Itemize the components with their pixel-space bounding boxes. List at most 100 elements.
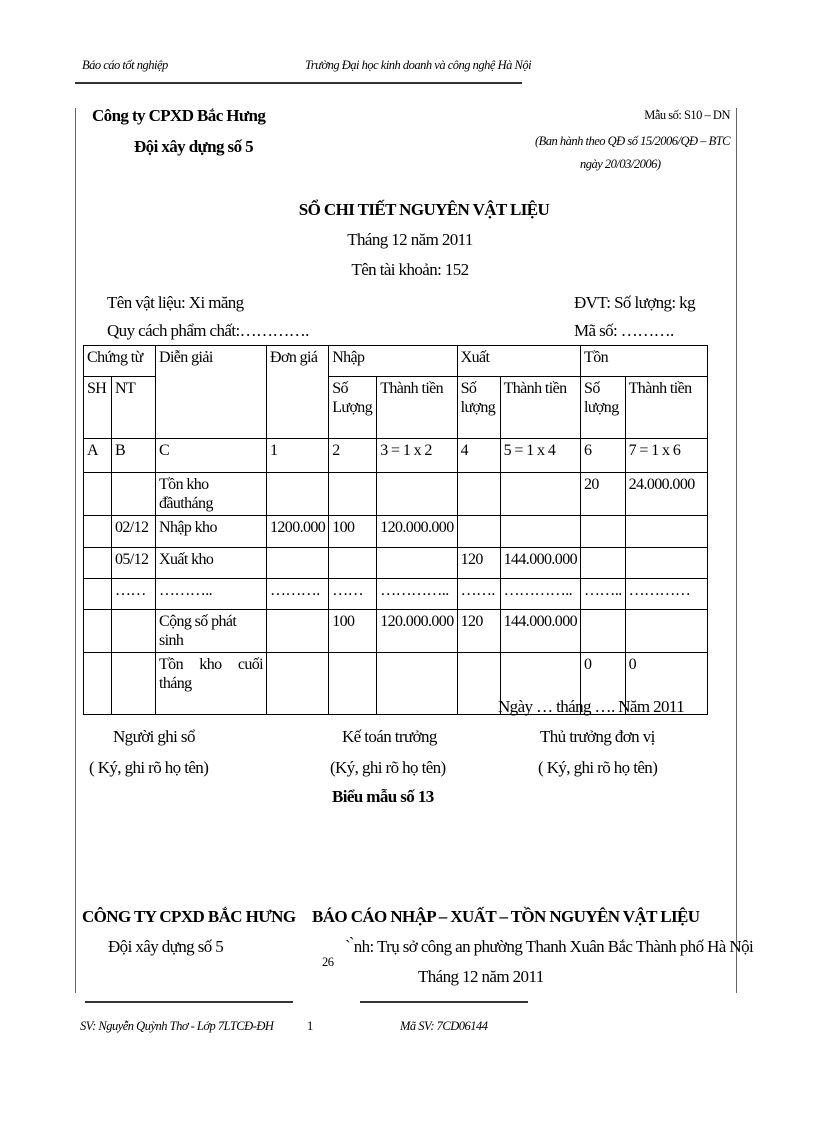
table-cell: …… — [328, 578, 378, 610]
table-cell: 3 = 1 x 2 — [376, 438, 458, 473]
header-rule — [75, 82, 522, 84]
next-title: BÁO CÁO NHẬP – XUẤT – TỒN NGUYÊN VẬT LIỆ… — [312, 907, 700, 926]
table-cell: ……….. — [155, 578, 267, 610]
table-cell: 1200.000 — [265, 515, 330, 548]
ledger-table: Chứng từ Diễn giải Đơn giá Nhập Xuất Tồn… — [83, 345, 708, 715]
doc-title: SỔ CHI TIẾT NGUYÊN VẬT LIỆU — [298, 200, 550, 219]
signer-3-note: ( Ký, ghi rõ họ tên) — [538, 758, 658, 777]
footer-rule-left — [85, 1001, 293, 1003]
table-cell — [83, 547, 112, 579]
table-cell: Xuất kho — [155, 547, 267, 579]
form-caption: Biểu mẫu số 13 — [332, 787, 434, 806]
company-name: Công ty CPXD Bắc Hưng — [92, 106, 266, 125]
doc-account: Tên tài khoản: 152 — [351, 260, 469, 279]
table-cell: ………… — [624, 578, 708, 610]
table-cell: Cộng số phát sinh — [155, 609, 267, 653]
col-nt: NT — [111, 376, 156, 439]
table-cell: 6 — [580, 438, 626, 473]
table-cell: Tồn kho cuối tháng — [155, 652, 267, 715]
table-cell: …… — [111, 578, 156, 610]
header-row-1: Chứng từ Diễn giải Đơn giá Nhập Xuất Tồn — [83, 345, 708, 439]
footer-student: SV: Nguyễn Quỳnh Thơ - Lớp 7LTCĐ-ĐH — [80, 1019, 274, 1033]
table-cell — [265, 472, 330, 516]
col-don-gia: Đơn giá — [265, 345, 330, 439]
form-date: ngày 20/03/2006) — [580, 157, 661, 171]
table-cell — [499, 515, 582, 548]
table-cell: …….. — [580, 578, 626, 610]
col-nhap-sl: Số Lượng — [328, 376, 378, 439]
table-cell: 7 = 1 x 6 — [624, 438, 708, 473]
table-cell — [499, 652, 582, 715]
table-cell: C — [155, 438, 267, 473]
table-cell: 5 = 1 x 4 — [499, 438, 582, 473]
table-cell: Tồn kho đầutháng — [155, 472, 267, 516]
table-row: Cộng số phát sinh 100 120.000.000 120 144.00… — [83, 609, 708, 653]
form-code: Mẫu số: S10 – DN — [644, 108, 730, 122]
next-company: CÔNG TY CPXD BẮC HƯNG — [82, 907, 296, 926]
material-code: Mã số: ………. — [574, 321, 674, 340]
table-cell: 20 — [580, 472, 626, 516]
table-cell — [111, 652, 156, 715]
table-cell: ………. — [265, 578, 330, 610]
header-left: Báo cáo tốt nghiệp — [82, 58, 168, 72]
signer-3: Thủ trưởng đơn vị — [540, 727, 655, 746]
table-cell — [499, 472, 582, 516]
table-cell — [376, 652, 458, 715]
table-cell: ………….. — [499, 578, 582, 610]
signer-2: Kế toán trưởng — [342, 727, 437, 746]
table-cell: ………….. — [376, 578, 458, 610]
table-cell: B — [111, 438, 156, 473]
col-ton: Tồn — [580, 345, 708, 377]
table-row: 05/12 Xuất kho 120 144.000.000 — [83, 547, 708, 579]
table-row: ……………..……….………………..…….…………..……..………… — [83, 578, 708, 610]
table-cell: 100 — [328, 515, 378, 548]
table-cell — [456, 472, 501, 516]
table-row: Tồn kho cuối tháng 0 0 — [83, 652, 708, 715]
table-cell: 0 — [624, 652, 708, 715]
table-cell — [456, 515, 501, 548]
material-name: Tên vật liệu: Xi măng — [107, 293, 244, 312]
table-cell — [111, 472, 156, 516]
footer-rule-right — [360, 1001, 528, 1003]
next-location: ` ̀nh: Trụ sở công an phường Thanh Xuân … — [345, 937, 754, 956]
table-cell — [111, 609, 156, 653]
table-cell: 05/12 — [111, 547, 156, 579]
table-cell — [328, 547, 378, 579]
table-cell: Nhập kho — [155, 515, 267, 548]
table-cell: 2 — [328, 438, 378, 473]
table-cell: 02/12 — [111, 515, 156, 548]
table-cell: 4 — [456, 438, 501, 473]
doc-month: Tháng 12 năm 2011 — [347, 230, 473, 249]
signer-1: Người ghi sổ — [113, 727, 195, 746]
table-cell: 100 — [328, 609, 378, 653]
sign-date: Ngày … tháng …. Năm 2011 — [498, 697, 685, 716]
table-cell — [265, 547, 330, 579]
col-xuat: Xuất — [456, 345, 582, 377]
table-cell — [624, 515, 708, 548]
table-cell — [580, 609, 626, 653]
table-cell: 0 — [580, 652, 626, 715]
col-xuat-tt: Thành tiền — [499, 376, 582, 439]
col-nhap-tt: Thành tiền — [376, 376, 458, 439]
header-row-2: SH NT Số Lượng Thành tiền Số lượng Thành… — [83, 376, 708, 439]
col-ton-sl: Số lượng — [580, 376, 626, 439]
table-cell: 1 — [265, 438, 330, 473]
table-cell — [624, 547, 708, 579]
form-issued: (Ban hành theo QĐ số 15/2006/QĐ – BTC — [534, 134, 731, 148]
table-cell — [328, 652, 378, 715]
table-cell — [265, 609, 330, 653]
table-row: 02/12 Nhập kho 1200.000 100 120.000.000 — [83, 515, 708, 548]
signer-1-note: ( Ký, ghi rõ họ tên) — [89, 758, 209, 777]
col-nhap: Nhập — [328, 345, 458, 377]
table-cell: 144.000.000 — [499, 609, 582, 653]
table-cell — [83, 578, 112, 610]
table-cell: A — [83, 438, 112, 473]
table-cell: 24.000.000 — [624, 472, 708, 516]
col-ton-tt: Thành tiền — [624, 376, 708, 439]
table-cell — [83, 609, 112, 653]
table-cell — [83, 652, 112, 715]
table-cell: ……. — [456, 578, 501, 610]
table-cell: 120.000.000 — [376, 609, 458, 653]
